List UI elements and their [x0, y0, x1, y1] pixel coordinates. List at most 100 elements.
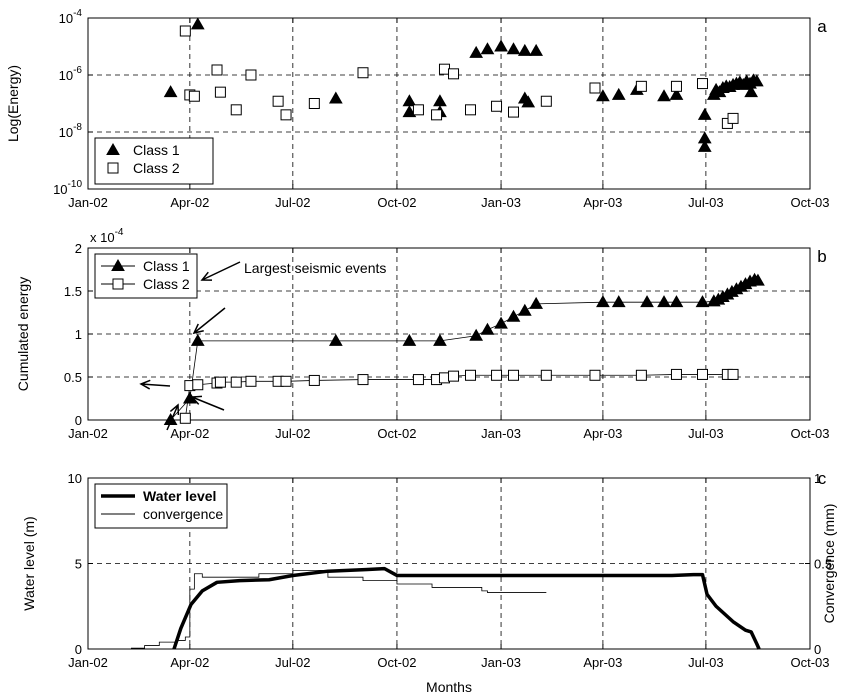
data-point	[669, 87, 684, 100]
data-point	[749, 74, 764, 87]
data-point	[402, 333, 417, 346]
data-point	[611, 87, 626, 100]
panel-label: a	[817, 17, 827, 36]
data-point	[695, 295, 710, 308]
y2-tick-label: 0	[814, 642, 821, 657]
data-point	[280, 375, 292, 387]
legend-marker	[106, 142, 120, 155]
data-point	[657, 89, 671, 102]
data-point	[308, 98, 320, 109]
data-point	[402, 94, 417, 107]
legend: Class 1 Class 2	[94, 253, 198, 299]
series-class-2	[179, 368, 739, 424]
data-point	[179, 25, 191, 37]
x-tick-label: Apr-03	[583, 426, 622, 441]
data-point	[635, 80, 647, 92]
data-point	[727, 112, 739, 124]
x-tick-label: Oct-02	[377, 195, 416, 210]
data-point	[670, 80, 682, 92]
arrow	[200, 261, 241, 281]
series-class-2	[179, 25, 739, 129]
data-point	[433, 333, 447, 346]
data-point	[412, 104, 424, 116]
y-tick-label: 0.5	[64, 370, 82, 385]
data-point	[245, 375, 257, 387]
data-point	[540, 369, 552, 381]
data-point	[433, 94, 447, 107]
data-point	[192, 379, 204, 391]
data-point	[357, 374, 369, 386]
data-point	[211, 64, 223, 76]
y2-tick-label: 0.5	[814, 557, 832, 572]
data-point	[521, 95, 536, 108]
x-tick-label: Jul-03	[688, 195, 723, 210]
data-point	[469, 328, 484, 341]
legend-label: Class 1	[143, 258, 190, 274]
legend: Class 1 Class 2	[94, 137, 214, 185]
data-point	[635, 369, 647, 381]
y2-tick-label: 1	[814, 471, 821, 486]
data-point	[751, 273, 765, 286]
panel-label: b	[817, 247, 826, 266]
x-tick-label: Oct-02	[377, 426, 416, 441]
series-class-1	[163, 272, 765, 425]
x-tick-label: Apr-03	[583, 655, 622, 670]
y-tick-label: 10-6	[59, 65, 83, 83]
data-point	[517, 43, 532, 56]
x-tick-label: Apr-02	[170, 426, 209, 441]
plot-frame	[87, 17, 811, 190]
data-point	[506, 309, 521, 322]
data-point	[696, 368, 708, 380]
data-point	[412, 374, 424, 386]
y-tick-label: 1.5	[64, 284, 82, 299]
series-convergence	[131, 569, 547, 649]
arrow	[192, 307, 226, 335]
legend-box	[94, 483, 228, 529]
data-point	[480, 42, 495, 55]
data-point	[188, 90, 200, 102]
data-point	[596, 295, 610, 308]
y-axis-label: Log(Energy)	[5, 65, 21, 142]
y-scale-label: x 10-4	[90, 227, 124, 245]
data-point	[438, 372, 450, 384]
y-tick-label: 10-8	[59, 122, 83, 140]
annotation-text: Largest seismic events	[244, 260, 386, 276]
data-point	[508, 369, 520, 381]
x-tick-label: Oct-03	[790, 426, 829, 441]
legend-label: Class 2	[143, 276, 190, 292]
legend-box	[94, 137, 214, 185]
data-point	[540, 95, 552, 107]
data-point	[214, 376, 226, 388]
legend: Water level convergence	[94, 483, 228, 529]
x-tick-label: Jan-02	[68, 655, 108, 670]
y-tick-label: 10-10	[53, 179, 82, 197]
x-tick-label: Jul-02	[275, 195, 310, 210]
arrow	[190, 395, 225, 411]
data-point	[230, 104, 242, 116]
y-tick-label: 0	[75, 413, 82, 428]
legend-label: Water level	[143, 488, 216, 504]
x-tick-label: Jan-03	[481, 655, 521, 670]
y-tick-label: 0	[75, 642, 82, 657]
x-tick-label: Jan-03	[481, 195, 521, 210]
y-tick-label: 5	[75, 557, 82, 572]
data-point	[308, 374, 320, 386]
data-point	[431, 109, 443, 121]
y-tick-label: 10-4	[59, 8, 83, 26]
data-point	[214, 86, 226, 98]
panel-a: Jan-02 Apr-02 Jul-02 Oct-02 Jan-03 Apr-03 Jul-…	[5, 8, 830, 210]
x-tick-label: Jul-02	[275, 426, 310, 441]
legend-label: Class 2	[133, 160, 180, 176]
data-point	[448, 370, 460, 382]
data-point	[494, 316, 508, 329]
data-point	[697, 139, 712, 152]
data-point	[491, 100, 503, 112]
data-point	[669, 295, 684, 308]
x-tick-label: Apr-02	[170, 195, 209, 210]
series-water-level	[172, 566, 761, 650]
x-tick-label: Oct-02	[377, 655, 416, 670]
data-point	[529, 296, 543, 309]
data-point	[494, 39, 508, 52]
data-point	[744, 85, 759, 98]
